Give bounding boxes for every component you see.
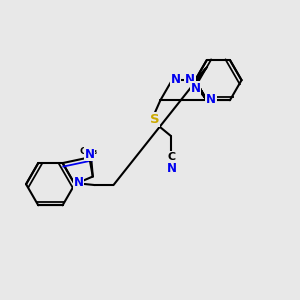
Text: N: N bbox=[185, 73, 195, 86]
Text: N: N bbox=[167, 162, 177, 175]
Text: N: N bbox=[85, 148, 94, 160]
Text: CH₃: CH₃ bbox=[79, 147, 98, 156]
Text: N: N bbox=[206, 92, 216, 106]
Text: C: C bbox=[168, 152, 176, 162]
Text: N: N bbox=[74, 176, 84, 190]
Text: N: N bbox=[190, 82, 201, 95]
Text: S: S bbox=[150, 113, 159, 126]
Text: N: N bbox=[171, 73, 181, 86]
